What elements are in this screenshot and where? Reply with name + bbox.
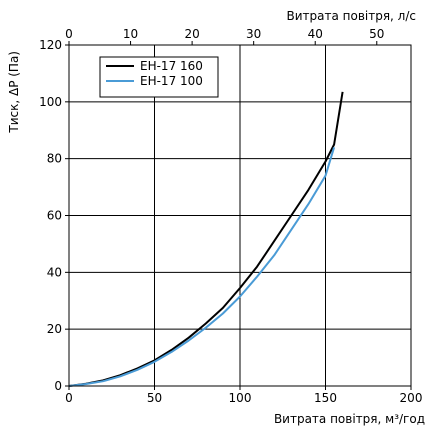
secondary-x-tick-label: 10 bbox=[123, 27, 138, 41]
legend: ЕН-17 160 ЕН-17 100 bbox=[99, 56, 219, 98]
y-tick-label: 80 bbox=[47, 152, 62, 166]
grid bbox=[68, 44, 412, 387]
y-tick-label: 60 bbox=[47, 209, 62, 223]
secondary-x-tick-label: 0 bbox=[65, 27, 73, 41]
series-line-eh17-100 bbox=[68, 147, 336, 387]
secondary-x-axis-title: Витрата повітря, л/с bbox=[286, 9, 416, 23]
series-group bbox=[68, 91, 344, 387]
x-tick-label: 0 bbox=[65, 391, 73, 405]
secondary-x-tick-label: 40 bbox=[308, 27, 323, 41]
x-tick-label: 150 bbox=[314, 391, 337, 405]
y-tick-label: 40 bbox=[47, 265, 62, 279]
secondary-x-tick-label: 30 bbox=[246, 27, 261, 41]
x-tick-label: 50 bbox=[147, 391, 162, 405]
y-tick-label: 100 bbox=[39, 95, 62, 109]
y-axis-title: Тиск, ΔP (Па) bbox=[7, 51, 21, 134]
legend-label-eh17-100: ЕН-17 100 bbox=[140, 74, 203, 88]
y-tick-label: 20 bbox=[47, 322, 62, 336]
series-line-eh17-160 bbox=[68, 91, 344, 387]
secondary-x-tick-label: 50 bbox=[369, 27, 384, 41]
legend-box bbox=[99, 56, 219, 98]
legend-label-eh17-160: ЕН-17 160 bbox=[140, 59, 203, 73]
x-tick-label: 100 bbox=[229, 391, 252, 405]
x-axis-title: Витрата повітря, м³/год bbox=[274, 412, 425, 426]
secondary-x-tick-label: 20 bbox=[184, 27, 199, 41]
y-tick-label: 0 bbox=[54, 379, 62, 393]
x-tick-label: 200 bbox=[400, 391, 423, 405]
y-tick-label: 120 bbox=[39, 38, 62, 52]
